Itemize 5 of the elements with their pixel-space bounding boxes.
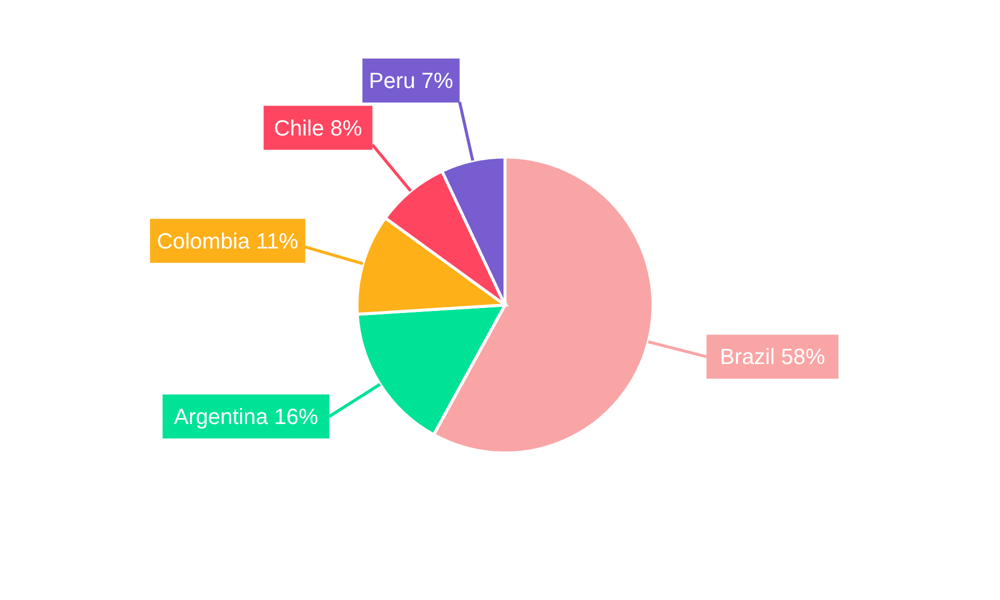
slice-label: Brazil 58% bbox=[720, 344, 826, 370]
slice-label: Colombia 11% bbox=[156, 228, 298, 254]
slice-label: Peru 7% bbox=[368, 68, 454, 94]
slice-label: Argentina 16% bbox=[174, 404, 318, 429]
slice-label: Chile 8% bbox=[274, 115, 362, 140]
